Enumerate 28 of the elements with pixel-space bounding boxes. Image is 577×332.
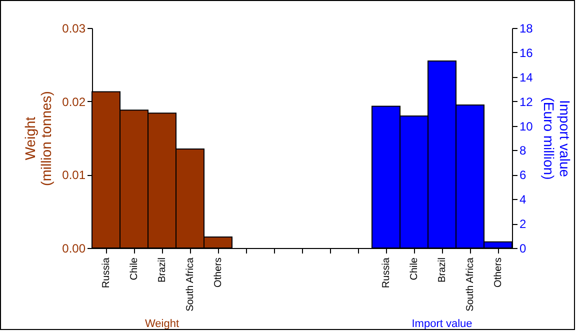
- x-tick-label: Brazil: [437, 258, 448, 283]
- y-tick-label: 0.00: [62, 242, 86, 256]
- x-tick-label: Others: [493, 258, 504, 288]
- x-tick-label: Russia: [101, 257, 112, 288]
- y2-tick-label: 8: [520, 144, 526, 158]
- x-tick-label: Russia: [381, 257, 392, 288]
- x-tick-label: Chile: [409, 257, 420, 280]
- y2-tick-label: 6: [520, 168, 526, 182]
- x-tick-label: Others: [213, 258, 224, 288]
- y2-tick-label: 18: [520, 22, 534, 36]
- y2-tick-label: 2: [520, 217, 526, 232]
- y-tick-label: 0.01: [62, 168, 86, 182]
- y2-tick-label: 14: [520, 70, 534, 84]
- y2-tick-label: 10: [520, 119, 534, 134]
- y-tick-label: 0.03: [62, 22, 86, 36]
- y-tick-label: 0.02: [62, 94, 86, 109]
- x-tick-label: Brazil: [157, 258, 168, 283]
- x-tick-label: South Africa: [185, 257, 196, 312]
- y2-tick-label: 4: [520, 192, 526, 207]
- text: Import value: [412, 318, 472, 330]
- x-tick-label: Chile: [129, 257, 140, 280]
- y2-axis-title: Import value (Euro million): [540, 97, 573, 180]
- y2-tick-label: 0: [520, 242, 526, 256]
- text: Weight: [144, 318, 180, 330]
- y-axis-title: Weight (million tonnes): [22, 91, 54, 186]
- y2-tick-label: 12: [520, 94, 534, 109]
- x-tick-label: South Africa: [465, 257, 476, 312]
- y2-tick-label: 16: [520, 46, 534, 60]
